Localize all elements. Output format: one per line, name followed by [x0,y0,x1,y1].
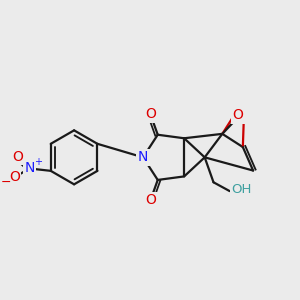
Text: −: − [1,176,11,189]
Text: O: O [232,108,243,122]
Text: OH: OH [231,183,252,196]
Text: N: N [24,161,35,176]
Text: O: O [12,150,23,164]
Text: +: + [34,157,42,167]
Text: O: O [145,107,156,121]
Text: N: N [138,150,148,164]
Text: O: O [145,194,156,208]
Text: O: O [9,170,20,184]
